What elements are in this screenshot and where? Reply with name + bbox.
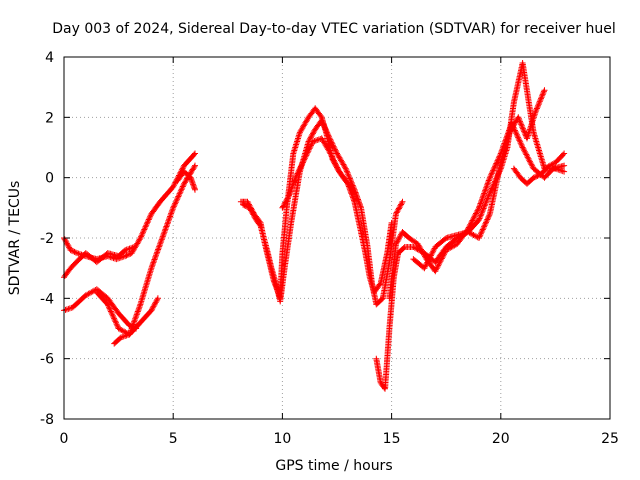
x-tick-label: 0 [60, 431, 69, 447]
series-trace-e [111, 295, 161, 347]
series-trace-h [240, 117, 406, 308]
series-trace-m [510, 165, 568, 187]
y-tick-label: -4 [40, 291, 54, 307]
grid-lines [64, 57, 610, 419]
series-trace-f [174, 168, 198, 193]
series-markers [61, 150, 198, 263]
series-markers [93, 162, 198, 338]
series-markers [174, 168, 198, 193]
x-tick-label: 20 [492, 431, 510, 447]
data-series [61, 60, 568, 392]
y-tick-label: 0 [45, 171, 54, 187]
x-axis-title: GPS time / hours [275, 458, 392, 474]
series-markers [240, 117, 406, 308]
axes: 0 5 10 15 20 25 -8 -6 -4 -2 0 2 4 [40, 50, 619, 447]
series-trace-a [61, 150, 198, 263]
series-markers [510, 165, 568, 187]
y-tick-label: -8 [40, 412, 54, 428]
y-tick-label: -6 [40, 352, 54, 368]
chart-title: Day 003 of 2024, Sidereal Day-to-day VTE… [52, 21, 615, 37]
series-markers [410, 87, 548, 272]
series-markers [111, 295, 161, 347]
x-tick-label: 5 [169, 431, 178, 447]
y-tick-label: -2 [40, 231, 54, 247]
x-tick-label: 25 [601, 431, 619, 447]
y-tick-label: 4 [45, 50, 54, 66]
y-axis-title: SDTVAR / TECUs [7, 181, 23, 296]
x-tick-label: 10 [273, 431, 291, 447]
series-trace-d [93, 162, 198, 338]
series-markers [279, 135, 358, 211]
y-tick-label: 2 [45, 110, 54, 126]
series-trace-l [410, 87, 548, 272]
series-trace-i [279, 135, 358, 211]
x-tick-label: 15 [383, 431, 401, 447]
